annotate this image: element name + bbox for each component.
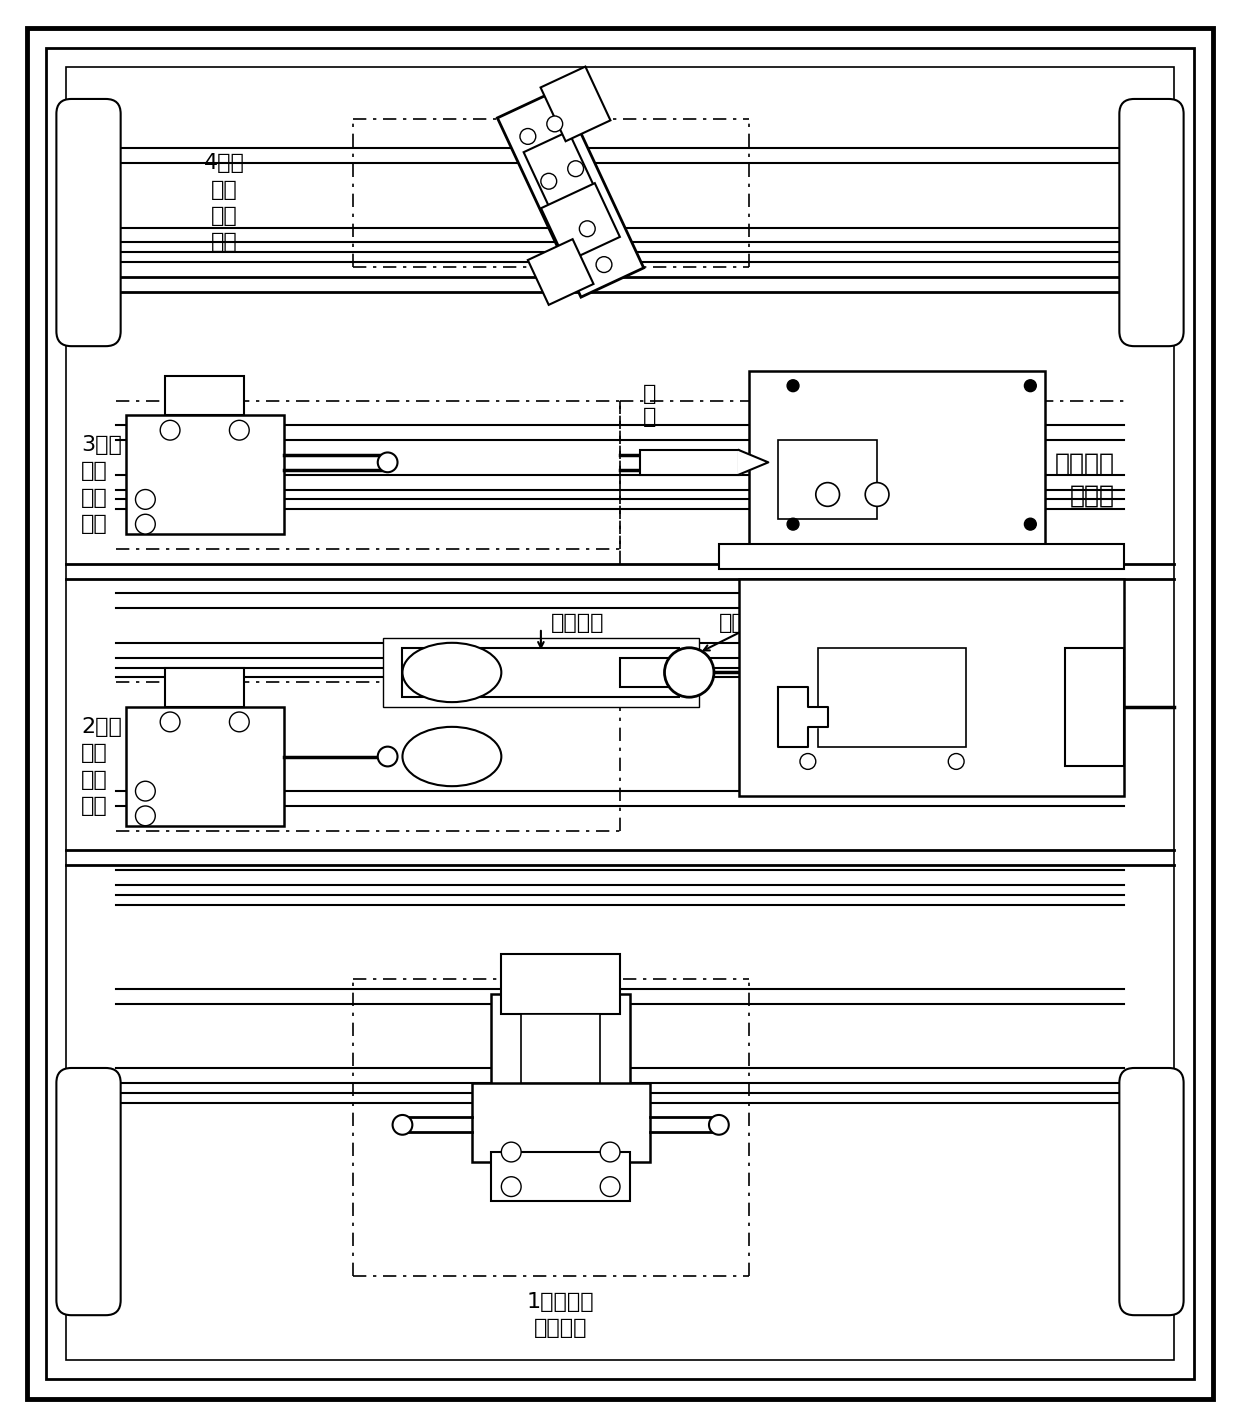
Bar <box>1065 648 1125 766</box>
Circle shape <box>501 1142 521 1162</box>
Circle shape <box>816 482 839 507</box>
Bar <box>779 440 877 519</box>
Polygon shape <box>541 183 620 263</box>
Bar <box>491 993 630 1093</box>
Polygon shape <box>528 240 594 305</box>
Circle shape <box>501 1177 521 1196</box>
Text: 磨削主轴: 磨削主轴 <box>551 614 604 634</box>
Polygon shape <box>541 67 610 141</box>
Bar <box>620 658 680 688</box>
Circle shape <box>1024 518 1037 529</box>
Ellipse shape <box>403 642 501 702</box>
Circle shape <box>229 712 249 732</box>
Bar <box>546 993 575 1132</box>
Text: 1号对刀与
监测装置: 1号对刀与 监测装置 <box>527 1291 594 1339</box>
Circle shape <box>568 161 584 177</box>
Circle shape <box>229 421 249 440</box>
Circle shape <box>949 753 965 769</box>
Bar <box>749 371 1045 549</box>
Text: 球头砂轮: 球头砂轮 <box>719 614 773 634</box>
Circle shape <box>600 1142 620 1162</box>
Circle shape <box>800 753 816 769</box>
Bar <box>817 648 966 746</box>
Bar <box>521 1013 600 1083</box>
Circle shape <box>787 518 799 529</box>
Circle shape <box>393 1114 413 1134</box>
Bar <box>739 578 1125 796</box>
Circle shape <box>160 421 180 440</box>
Polygon shape <box>779 688 827 746</box>
Bar <box>165 668 244 706</box>
Circle shape <box>1024 380 1037 391</box>
Circle shape <box>135 514 155 534</box>
Circle shape <box>866 482 889 507</box>
Text: 4号对
刀与
监测
装置: 4号对 刀与 监测 装置 <box>205 153 246 253</box>
FancyBboxPatch shape <box>56 98 120 347</box>
Polygon shape <box>739 450 769 475</box>
Circle shape <box>596 257 611 273</box>
Circle shape <box>665 648 714 698</box>
Text: 3号对
刀与
监测
装置: 3号对 刀与 监测 装置 <box>81 435 122 534</box>
Circle shape <box>135 489 155 509</box>
Circle shape <box>600 1177 620 1196</box>
Circle shape <box>709 1114 729 1134</box>
Circle shape <box>378 452 398 472</box>
Circle shape <box>787 380 799 391</box>
Ellipse shape <box>403 726 501 786</box>
Bar <box>165 375 244 415</box>
Polygon shape <box>523 131 598 215</box>
Bar <box>383 638 699 706</box>
Text: 2号对
刀与
监测
装置: 2号对 刀与 监测 装置 <box>81 716 122 816</box>
Circle shape <box>520 128 536 144</box>
FancyBboxPatch shape <box>56 1067 120 1316</box>
Bar <box>719 544 1125 568</box>
Text: 电火花修
整工位: 电火花修 整工位 <box>1054 452 1115 508</box>
Bar <box>403 648 680 698</box>
Polygon shape <box>497 88 644 297</box>
Circle shape <box>135 806 155 826</box>
Circle shape <box>160 712 180 732</box>
Text: 电
极: 电 极 <box>644 384 656 427</box>
Bar <box>471 1083 650 1162</box>
Bar <box>640 450 739 475</box>
Bar <box>491 1152 630 1202</box>
Bar <box>125 415 284 534</box>
FancyBboxPatch shape <box>1120 98 1184 347</box>
Circle shape <box>579 221 595 237</box>
Circle shape <box>378 746 398 766</box>
Text: 磨削工位: 磨削工位 <box>1071 706 1125 726</box>
Circle shape <box>547 116 563 131</box>
Circle shape <box>135 781 155 801</box>
FancyBboxPatch shape <box>1120 1067 1184 1316</box>
Bar <box>501 955 620 1013</box>
Bar <box>125 706 284 826</box>
Circle shape <box>541 173 557 190</box>
